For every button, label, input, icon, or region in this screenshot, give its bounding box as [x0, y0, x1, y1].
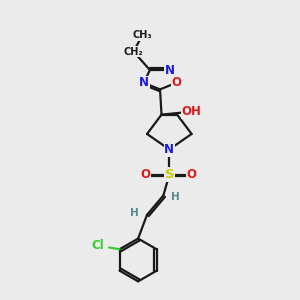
Text: S: S: [164, 168, 174, 181]
Text: N: N: [164, 143, 174, 156]
Text: CH₂: CH₂: [124, 46, 143, 57]
Text: N: N: [165, 64, 175, 76]
Text: OH: OH: [181, 105, 201, 118]
Text: H: H: [172, 192, 180, 202]
Text: CH₃: CH₃: [133, 30, 152, 40]
Text: O: O: [171, 76, 181, 89]
Text: N: N: [139, 76, 149, 89]
Text: H: H: [130, 208, 139, 218]
Text: O: O: [187, 168, 196, 181]
Text: Cl: Cl: [92, 239, 105, 252]
Text: O: O: [140, 168, 151, 181]
